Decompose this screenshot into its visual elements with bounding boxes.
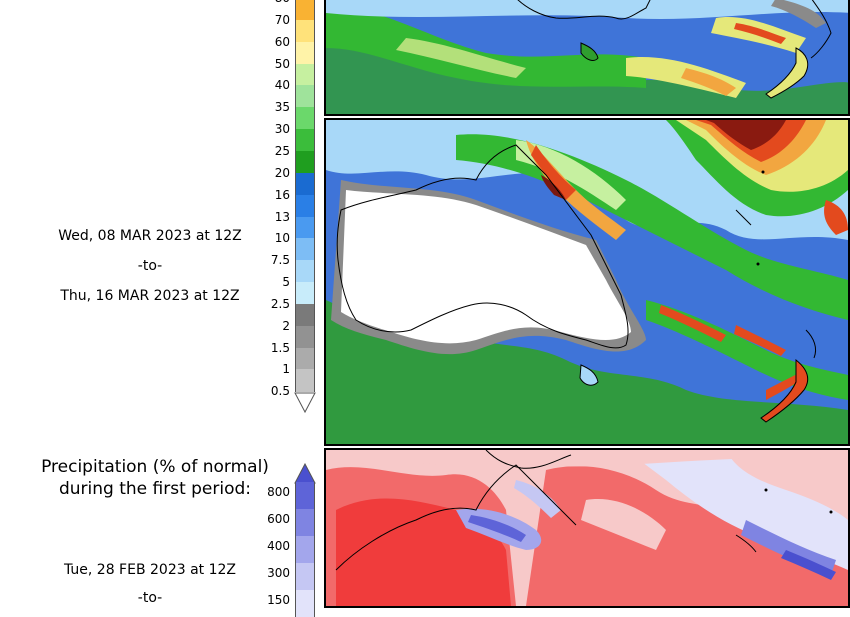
colorbar-segment — [295, 85, 315, 108]
colorbar-label-50: 50 — [274, 56, 290, 71]
percent-normal-map — [324, 448, 850, 608]
colorbar-label-80: 80 — [250, 0, 290, 5]
colorbar-label-70: 70 — [274, 12, 290, 27]
colorbar-label-5: 5 — [282, 275, 290, 290]
colorbar-segment — [295, 238, 315, 261]
colorbar-segment — [295, 19, 315, 43]
colorbar-segment — [295, 0, 315, 21]
colorbar-top-arrow — [294, 462, 316, 484]
pct-colorbar-segment — [295, 482, 315, 509]
pct-colorbar-segment — [295, 563, 315, 590]
percent-normal-title-line2: during the first period: — [58, 479, 252, 499]
colorbar-segment — [295, 63, 315, 86]
colorbar-segment — [295, 325, 315, 349]
colorbar-label-2: 2 — [282, 318, 290, 333]
colorbar-segment — [295, 194, 315, 217]
colorbar-label-16: 16 — [274, 187, 290, 202]
percent-normal-colorbar — [294, 462, 316, 617]
pct-colorbar-label-800: 800 — [267, 485, 290, 499]
percent-normal-title-line1: Precipitation (% of normal) — [41, 457, 269, 477]
colorbar-label-13: 13 — [274, 209, 290, 224]
period1-start-date: Tue, 28 FEB 2023 at 12Z — [63, 562, 237, 578]
precip-map-period1 — [324, 0, 850, 116]
pct-colorbar-label-600: 600 — [267, 512, 290, 526]
colorbar-segment — [295, 129, 315, 152]
pct-colorbar-label-400: 400 — [267, 539, 290, 553]
colorbar-end-arrow — [294, 392, 316, 414]
pct-colorbar-segment — [295, 509, 315, 536]
colorbar-segment — [295, 347, 315, 370]
colorbar-segment — [295, 172, 315, 196]
colorbar-segment — [295, 303, 315, 327]
colorbar-label-35: 35 — [274, 100, 290, 115]
colorbar-label-40: 40 — [274, 78, 290, 93]
period1-separator: -to- — [137, 590, 163, 606]
period2-start-date: Wed, 08 MAR 2023 at 12Z — [58, 228, 242, 244]
colorbar-segment — [295, 260, 315, 283]
colorbar-label-30: 30 — [274, 122, 290, 137]
colorbar-label-2-5: 2.5 — [270, 296, 290, 311]
period2-end-date: Thu, 16 MAR 2023 at 12Z — [60, 288, 240, 304]
colorbar-segment — [295, 150, 315, 174]
colorbar-label-10: 10 — [274, 231, 290, 246]
colorbar-label-7-5: 7.5 — [270, 253, 290, 268]
colorbar-label-1-5: 1.5 — [270, 340, 290, 355]
pct-colorbar-label-300: 300 — [267, 566, 290, 580]
pct-colorbar-segment — [295, 590, 315, 617]
colorbar-label-25: 25 — [274, 143, 290, 158]
period2-separator: -to- — [137, 258, 163, 274]
colorbar-label-1: 1 — [282, 362, 290, 377]
colorbar-segment — [295, 216, 315, 239]
colorbar-label-60: 60 — [274, 34, 290, 49]
precip-map-period2 — [324, 118, 850, 446]
precip-colorbar — [294, 0, 316, 414]
colorbar-segment — [295, 369, 315, 392]
pct-colorbar-segment — [295, 536, 315, 563]
colorbar-segment — [295, 107, 315, 130]
colorbar-segment — [295, 41, 315, 65]
colorbar-segment — [295, 282, 315, 305]
colorbar-label-0-5: 0.5 — [270, 384, 290, 399]
colorbar-label-20: 20 — [274, 165, 290, 180]
